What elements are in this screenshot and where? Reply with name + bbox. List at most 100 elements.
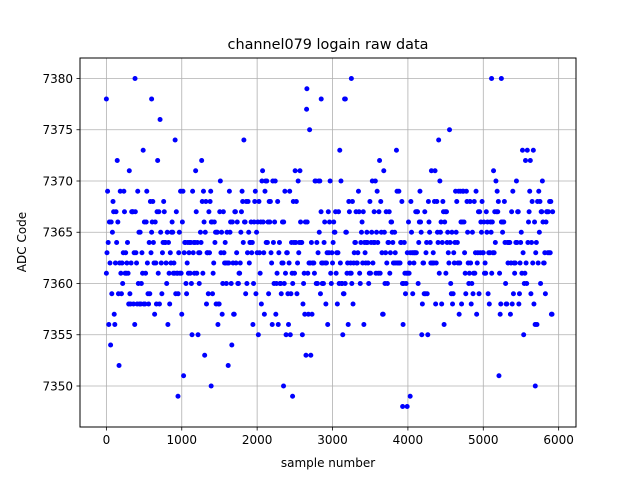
data-point xyxy=(364,229,370,235)
data-point xyxy=(220,281,226,286)
data-point xyxy=(321,240,327,245)
data-point xyxy=(317,291,323,297)
data-point xyxy=(489,219,495,225)
data-point xyxy=(440,199,446,204)
data-point xyxy=(449,229,455,235)
data-point xyxy=(210,291,216,297)
data-point xyxy=(374,229,380,235)
data-point xyxy=(254,229,260,235)
data-point xyxy=(229,342,235,348)
data-point xyxy=(314,240,320,245)
data-point xyxy=(211,219,217,225)
data-point xyxy=(413,250,419,256)
data-point xyxy=(337,260,343,266)
data-point xyxy=(114,158,120,163)
data-point xyxy=(114,240,120,245)
data-point xyxy=(456,311,462,317)
data-point xyxy=(539,209,545,215)
data-point xyxy=(203,199,209,204)
data-point xyxy=(295,260,301,266)
data-point xyxy=(111,311,117,317)
data-point xyxy=(434,199,440,204)
data-point xyxy=(337,147,343,153)
data-point xyxy=(133,250,139,256)
data-point xyxy=(476,291,482,297)
data-point xyxy=(367,199,373,204)
data-point xyxy=(541,260,547,266)
data-point xyxy=(281,281,287,286)
data-point xyxy=(189,332,195,338)
outlier-point xyxy=(489,76,495,81)
data-point xyxy=(144,260,150,266)
data-point xyxy=(234,219,240,225)
data-point xyxy=(445,229,451,235)
data-point xyxy=(346,199,352,204)
data-point xyxy=(483,209,489,215)
data-point xyxy=(392,229,398,235)
data-point xyxy=(480,250,486,256)
data-point xyxy=(454,240,460,245)
data-point xyxy=(542,291,548,297)
data-point xyxy=(110,199,116,204)
data-point xyxy=(131,301,137,307)
data-point xyxy=(437,178,443,184)
data-point xyxy=(190,250,196,256)
data-point xyxy=(171,260,177,266)
data-point xyxy=(150,240,156,245)
outlier-point xyxy=(281,383,287,389)
data-point xyxy=(467,199,473,204)
data-point xyxy=(125,270,131,276)
data-point xyxy=(493,178,499,184)
data-point xyxy=(259,178,265,184)
data-point xyxy=(303,352,309,358)
data-point xyxy=(119,260,125,266)
y-tick-label: 7355 xyxy=(42,328,73,342)
data-point xyxy=(509,301,515,307)
x-tick-label: 1000 xyxy=(166,433,197,447)
data-point xyxy=(297,168,303,174)
data-point xyxy=(450,301,456,307)
data-point xyxy=(112,260,118,266)
data-point xyxy=(186,250,192,256)
data-point xyxy=(105,188,111,194)
data-point xyxy=(361,322,367,327)
data-point xyxy=(507,311,513,317)
data-point xyxy=(264,240,270,245)
data-point xyxy=(135,188,141,194)
data-point xyxy=(139,250,145,256)
data-point xyxy=(112,322,118,327)
data-point xyxy=(518,240,524,245)
outlier-point xyxy=(208,383,214,389)
data-point xyxy=(121,209,127,215)
data-point xyxy=(370,260,376,266)
data-point xyxy=(501,199,507,204)
data-point xyxy=(419,301,425,307)
data-point xyxy=(158,229,164,235)
data-point xyxy=(156,301,162,307)
data-point xyxy=(533,240,539,245)
data-point xyxy=(183,281,189,286)
data-point xyxy=(116,363,122,368)
data-point xyxy=(144,188,150,194)
data-point xyxy=(340,332,346,338)
data-point xyxy=(469,229,475,235)
data-point xyxy=(241,137,247,143)
data-point xyxy=(163,260,169,266)
data-point xyxy=(330,260,336,266)
data-point xyxy=(255,332,261,338)
data-point xyxy=(315,250,321,256)
data-point xyxy=(379,250,385,256)
data-point xyxy=(181,250,187,256)
data-point xyxy=(530,260,536,266)
data-point xyxy=(510,188,516,194)
data-point xyxy=(176,250,182,256)
data-point xyxy=(219,311,225,317)
x-axis-label: sample number xyxy=(281,456,375,470)
data-point xyxy=(140,147,146,153)
data-point xyxy=(167,250,173,256)
data-point xyxy=(550,209,556,215)
data-point xyxy=(375,240,381,245)
data-point xyxy=(463,188,469,194)
data-point xyxy=(435,240,441,245)
data-point xyxy=(512,260,518,266)
